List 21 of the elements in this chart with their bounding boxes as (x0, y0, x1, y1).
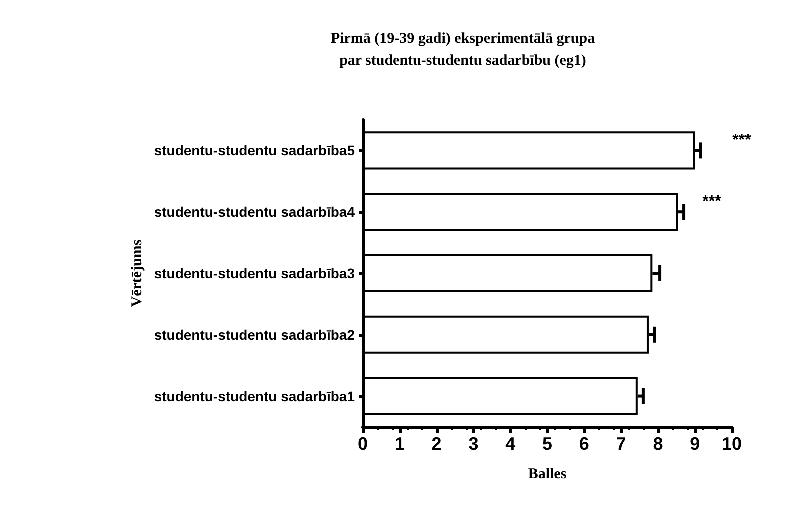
y-tick-label: studentu-studentu sadarbība1 (154, 388, 356, 404)
x-tick-label: 10 (722, 434, 742, 454)
x-tick-label: 3 (468, 434, 479, 454)
y-tick-label: studentu-studentu sadarbība3 (154, 266, 356, 282)
x-tick-label: 1 (394, 434, 405, 454)
text: *** (732, 132, 752, 150)
x-axis-title: Balles (528, 466, 567, 482)
x-tick-label: 6 (579, 434, 590, 454)
x-tick-label: 7 (616, 434, 626, 454)
y-tick-label: studentu-studentu sadarbība2 (154, 326, 356, 343)
y-tick-label: studentu-studentu sadarbība4 (154, 204, 356, 220)
annotation: *** (702, 194, 722, 211)
x-tick-label: 8 (653, 434, 664, 454)
x-tick-label: 2 (432, 434, 442, 454)
chart-title: Pirmā (19-39 gadi) eksperimentālā grupa par studentu-studentu sadarbību (eg1) (330, 31, 596, 69)
x-tick-label: 5 (542, 434, 553, 454)
y-tick-label: studentu-studentu sadarbība5 (154, 142, 356, 159)
x-tick-label: 0 (358, 434, 368, 454)
x-tick-label: 9 (690, 434, 700, 454)
x-tick-label: 4 (506, 434, 516, 454)
y-axis-title: Vērtējums (130, 240, 146, 308)
